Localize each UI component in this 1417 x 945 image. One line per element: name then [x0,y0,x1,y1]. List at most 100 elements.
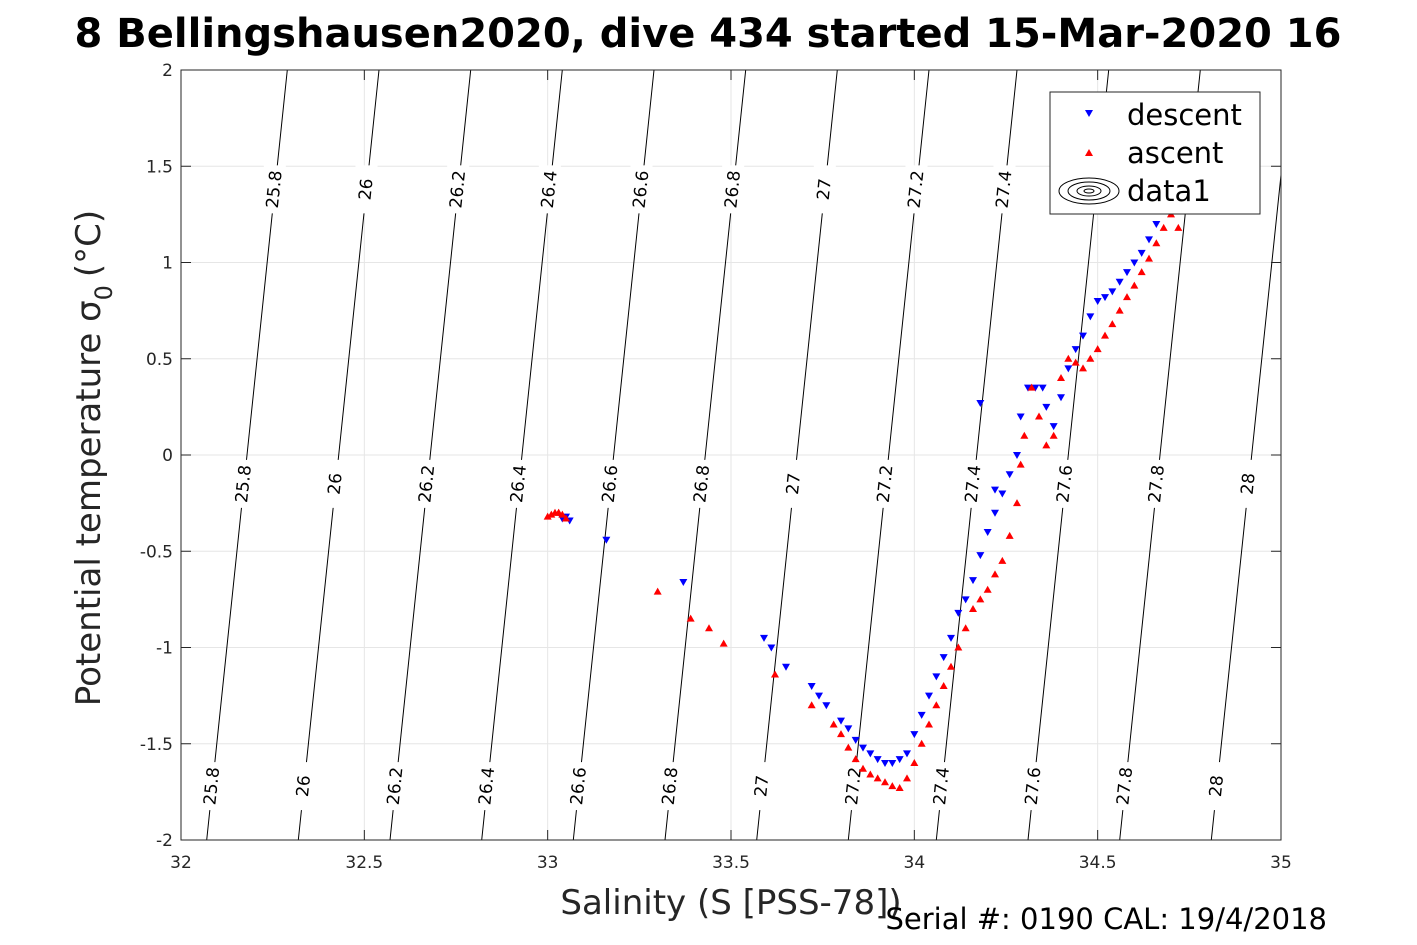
descent-point [1145,236,1153,244]
descent-point [1093,298,1102,305]
ascent-point [554,508,563,516]
ascent-point [1101,331,1109,339]
ascent-point [771,670,779,678]
ascent-point [1035,412,1043,420]
ascent-point [932,701,941,709]
contour-label-bg [476,762,499,811]
contour-label: 26.6 [599,464,623,504]
descent-point [859,744,867,752]
contour-label-bg [842,762,865,811]
contour-label-bg [201,762,224,811]
x-tick-label: 35 [1270,853,1292,873]
contour-label: 26.2 [446,170,470,210]
contour-label: 26.2 [415,464,439,504]
legend-box [1049,91,1261,215]
descent-point [991,486,999,494]
ascent-point [1016,460,1025,468]
ascent-point [1005,531,1014,539]
contour-label-bg [751,762,774,811]
descent-point [881,760,889,767]
descent-point [1016,413,1025,421]
series-ascent [543,210,1183,792]
descent-point [873,756,882,764]
ascent-point [910,759,919,766]
contour-label: 26.4 [475,766,499,806]
x-tick-label: 33 [537,853,559,873]
descent-point [961,596,970,604]
descent-point [888,760,897,767]
ascent-point [837,730,845,738]
y-tick-label: -0.5 [140,542,173,562]
legend-descent-label: descent [1127,98,1242,132]
contour-label-bg [905,165,928,214]
descent-point [1005,471,1014,479]
descent-point [1013,452,1021,459]
chart-title: 8 Bellingshausen2020, dive 434 started 1… [75,11,1342,57]
x-tick-label: 32.5 [345,853,383,873]
y-axis-label-unit: (°C) [69,210,109,277]
descent-point [910,731,919,739]
contour-label-bg [813,165,836,214]
ascent-point [1137,268,1146,276]
y-axis-ticks: -2 -1.5 -1 -0.5 0 0.5 1 1.5 2 [140,61,1281,851]
ascent-point [1145,254,1153,262]
contour-label: 25.8 [232,464,256,504]
descent-point [939,654,948,662]
descent-point [1038,384,1047,392]
descent-point [1130,259,1139,267]
ascent-point [1152,239,1161,247]
contour-label: 26.2 [384,766,408,806]
ascent-point [1042,441,1051,449]
descent-point [866,750,875,758]
descent-point [1042,403,1051,411]
ascent-point [888,782,897,790]
descent-point [844,725,853,733]
legend-ascent-marker [1085,149,1093,156]
descent-point [837,717,845,725]
ascent-point [991,570,999,578]
descent-point [822,702,831,710]
ascent-point [1093,345,1102,353]
y-tick-label: 0.5 [146,350,173,370]
descent-point [851,736,860,744]
contour-label-bg [507,459,530,508]
ascent-point [961,624,970,632]
legend-ascent-label: ascent [1127,136,1223,170]
ascent-point [1020,431,1029,439]
ascent-point [686,614,695,622]
contour-label: 27 [751,774,773,798]
legend: descent ascent data1 [1049,91,1261,215]
ascent-point [1174,223,1183,231]
y-axis-label: Potential temperature σ0 (°C) [69,210,118,706]
contour-label-bg [599,459,622,508]
contour-label: 27.8 [1145,464,1169,504]
contour-label: 26.8 [721,170,745,210]
ascent-point [983,585,992,593]
contour-label: 27.8 [1113,766,1137,806]
contour-label-bg [1054,459,1077,508]
contour-label: 26.4 [538,170,562,210]
y-axis-label-main: Potential temperature σ [69,300,109,706]
contour-label-bg [355,165,378,214]
contour-label-bg [962,459,985,508]
descent-point [1049,423,1058,431]
x-tick-label: 34.5 [1079,853,1117,873]
ascent-point [1064,354,1073,362]
contour-label: 27.6 [1053,464,1077,504]
contour-label-bg [567,762,590,811]
contour-label-bg [416,459,439,508]
ascent-point [705,624,713,632]
contour-label-bg [659,762,682,811]
contour-label: 26 [325,472,347,496]
descent-point [1123,269,1131,277]
ascent-point [547,510,556,518]
descent-point [1108,288,1117,296]
descent-point [1086,313,1095,321]
ascent-point [1108,320,1117,328]
y-tick-label: -1.5 [140,735,173,755]
ascent-point [562,514,570,522]
descent-point [1101,294,1109,302]
contour-label-bg [1205,762,1228,811]
descent-point [807,683,816,690]
contour-label: 28 [1206,774,1228,798]
